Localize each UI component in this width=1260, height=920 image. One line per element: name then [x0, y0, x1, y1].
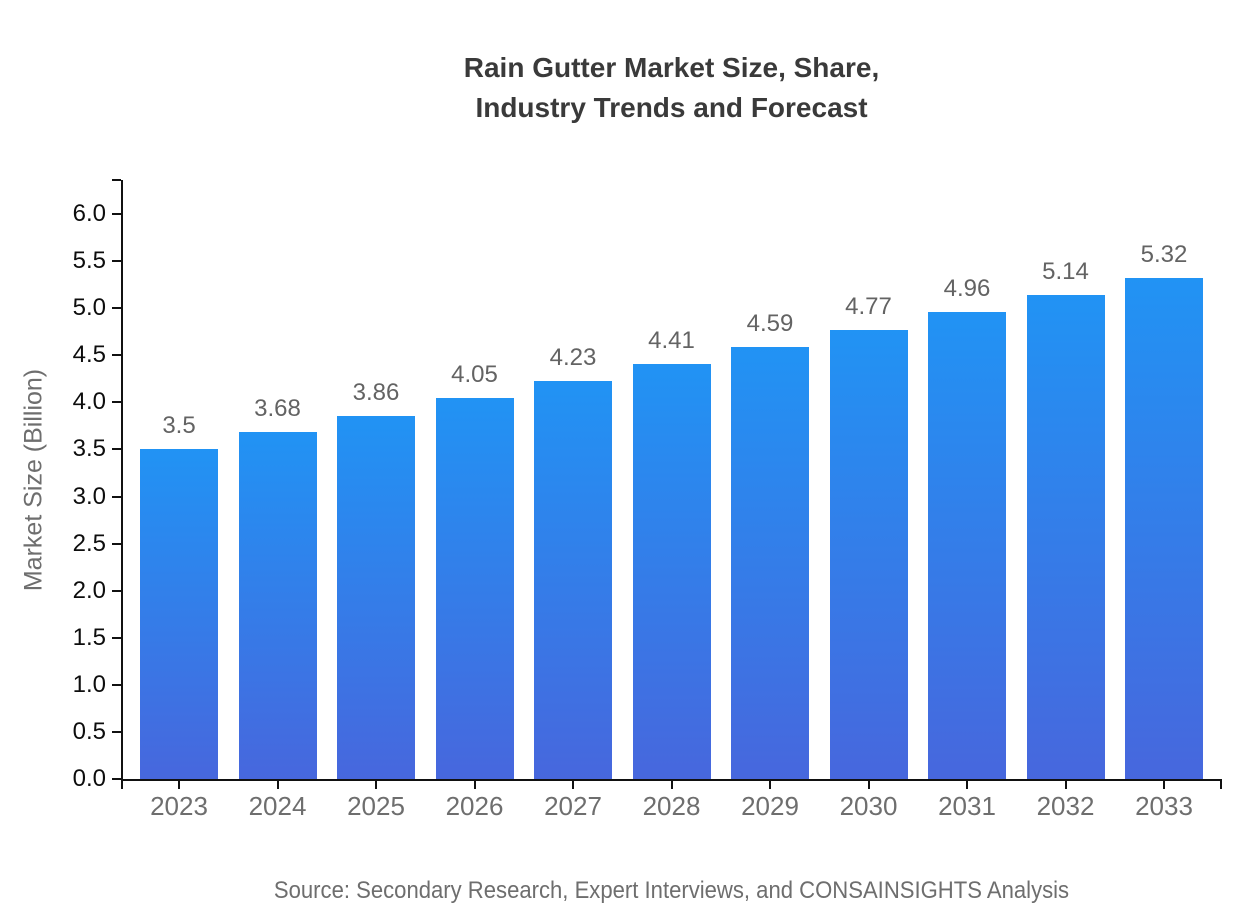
- x-tick-label: 2029: [741, 791, 799, 821]
- bar-2025: [337, 415, 415, 779]
- bar-value-label: 4.59: [746, 309, 794, 337]
- y-tick-label: 3.0: [72, 482, 106, 510]
- y-tick: [112, 778, 121, 780]
- bar-value-label: 5.14: [1042, 257, 1089, 285]
- bar-2027: [534, 380, 612, 779]
- x-tick-label: 2024: [248, 791, 307, 821]
- y-tick-label: 2.5: [72, 529, 106, 557]
- source-note: Source: Secondary Research, Expert Inter…: [273, 877, 1070, 904]
- bar-2033: [1125, 278, 1203, 779]
- y-tick: [112, 401, 121, 404]
- y-tick-label: 4.0: [72, 388, 106, 416]
- x-tick-label: 2023: [150, 791, 208, 821]
- bar-2030: [829, 329, 908, 779]
- bar-value-label: 4.96: [943, 274, 991, 302]
- x-tick: [276, 781, 279, 789]
- x-tick: [473, 781, 476, 789]
- chart-title: Rain Gutter Market Size, Share, Industry…: [121, 48, 1222, 128]
- x-tick-label: 2028: [642, 791, 701, 821]
- y-tick: [112, 448, 121, 451]
- x-tick: [572, 781, 574, 789]
- x-tick: [867, 781, 870, 789]
- y-tick: [112, 542, 121, 545]
- y-tick: [112, 683, 121, 686]
- x-tick: [178, 781, 180, 789]
- y-tick: [112, 589, 121, 592]
- y-tick-label: 6.0: [72, 200, 106, 227]
- x-tick-label: 2033: [1135, 791, 1193, 821]
- x-tick-label: 2025: [347, 791, 405, 821]
- y-tick-label: 5.5: [72, 247, 106, 275]
- y-tick: [112, 354, 121, 357]
- bar-2023: [140, 449, 218, 779]
- y-tick-label: 3.5: [72, 435, 106, 463]
- x-tick: [769, 781, 771, 789]
- x-tick-label: 2031: [938, 791, 996, 821]
- y-tick-label: 4.5: [72, 341, 106, 369]
- y-tick-label: 5.0: [72, 294, 106, 322]
- x-axis-end-tick: [1220, 781, 1222, 789]
- bar-value-label: 5.32: [1140, 241, 1188, 269]
- y-tick-label: 1.5: [72, 623, 106, 651]
- bar-2031: [928, 311, 1006, 779]
- bar-2028: [632, 363, 711, 779]
- y-tick: [112, 730, 121, 733]
- y-axis-label: Market Size (Billion): [19, 368, 48, 592]
- x-tick: [670, 781, 673, 789]
- bar-value-label: 3.68: [254, 395, 301, 423]
- x-tick-label: 2032: [1036, 791, 1095, 821]
- x-tick: [1064, 781, 1067, 789]
- chart-title-line1: Rain Gutter Market Size, Share,: [463, 52, 880, 83]
- bar-value-label: 4.41: [648, 326, 695, 354]
- x-tick-label: 2030: [839, 791, 898, 821]
- x-tick: [966, 781, 968, 789]
- y-tick-label: 1.0: [72, 670, 106, 698]
- y-tick: [112, 307, 121, 310]
- y-tick: [112, 495, 121, 498]
- bar-value-label: 4.05: [451, 360, 498, 388]
- x-tick: [375, 781, 377, 789]
- y-tick: [112, 213, 121, 215]
- y-axis-end-tick: [112, 179, 121, 181]
- bar-value-label: 3.86: [352, 378, 400, 406]
- x-tick-label: 2027: [544, 791, 602, 821]
- bar-2029: [731, 346, 809, 779]
- x-tick-label: 2026: [445, 791, 504, 821]
- y-tick: [112, 636, 121, 639]
- x-axis-origin-tick: [121, 781, 123, 789]
- y-tick-label: 0.5: [72, 717, 106, 745]
- x-tick: [1163, 781, 1165, 789]
- bar-2026: [435, 397, 514, 779]
- y-tick: [112, 260, 121, 263]
- bar-2032: [1026, 294, 1105, 779]
- y-tick-label: 2.0: [72, 576, 106, 604]
- plot-area: 0.0 0.5 1.0 1.5 2.0 2.5 3.0 3.5 4.0 4.5 5.0 5.5 6.0 3…: [73, 179, 1222, 819]
- bar-value-label: 4.23: [549, 343, 597, 371]
- bar-value-label: 3.5: [162, 412, 196, 440]
- y-tick-label: 0.0: [72, 765, 106, 792]
- chart-title-line2: Industry Trends and Forecast: [475, 92, 868, 123]
- bar-value-label: 4.77: [845, 292, 892, 320]
- bar-2024: [238, 432, 317, 779]
